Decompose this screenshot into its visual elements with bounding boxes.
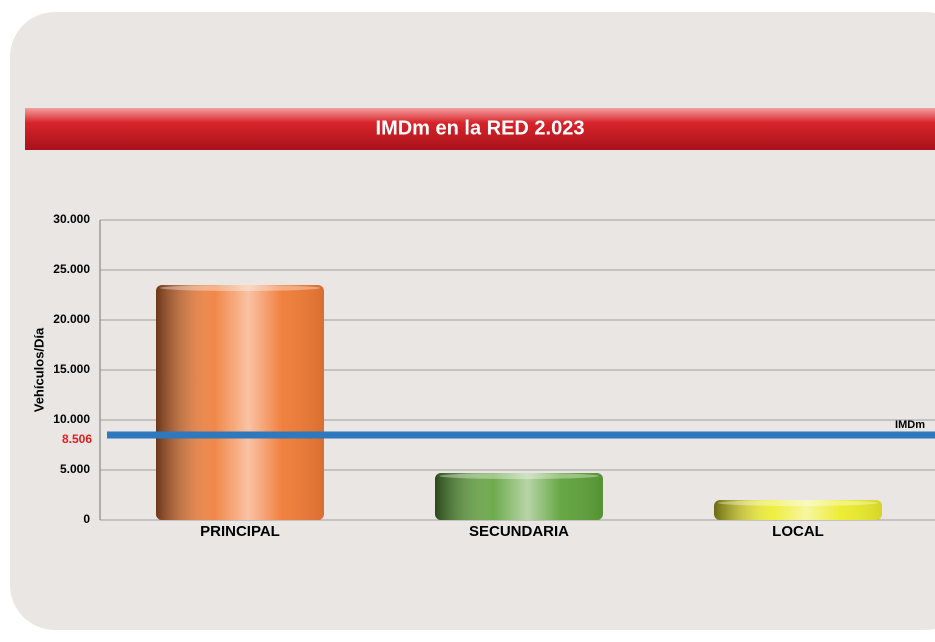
y-tick-label: 25.000 <box>53 262 90 276</box>
y-tick-label: 15.000 <box>53 362 90 376</box>
bar-shading <box>714 500 882 520</box>
x-tick-label: PRINCIPAL <box>200 523 280 540</box>
bar-shading <box>435 473 603 520</box>
x-tick-label: SECUNDARIA <box>469 523 569 540</box>
y-tick-label: 0 <box>83 512 90 526</box>
y-tick-label: 5.000 <box>60 462 90 476</box>
bar-top <box>439 473 599 479</box>
reference-name-label: IMDm <box>895 419 925 431</box>
bar-top <box>160 285 320 291</box>
y-axis-label: Vehículos/Día <box>31 327 46 412</box>
y-tick-label: 10.000 <box>53 412 90 426</box>
bar-shading <box>156 285 324 520</box>
title-bar <box>25 108 935 150</box>
y-tick-label: 20.000 <box>53 312 90 326</box>
bar-top <box>718 500 878 506</box>
y-tick-label: 30.000 <box>53 212 90 226</box>
x-tick-label: LOCAL <box>772 523 824 540</box>
chart-title: IMDm en la RED 2.023 <box>376 117 585 139</box>
reference-value-label: 8.506 <box>62 432 92 446</box>
